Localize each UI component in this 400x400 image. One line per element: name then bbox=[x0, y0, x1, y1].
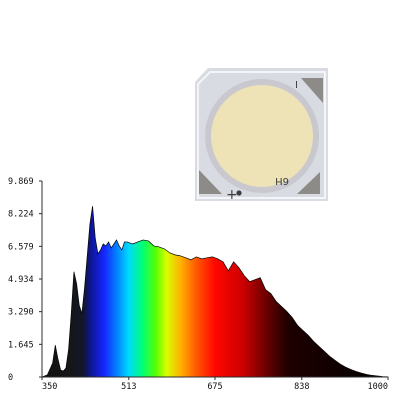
negative-label: I bbox=[295, 80, 298, 91]
x-tick-label: 675 bbox=[207, 382, 222, 392]
y-tick-label: 9.869 bbox=[8, 177, 34, 187]
y-tick-label: 3.290 bbox=[8, 308, 34, 318]
model-label: 6H bbox=[275, 175, 289, 186]
y-ticks-group: 0 1.645 3.290 4.934 6.579 8.224 9.869 bbox=[8, 177, 42, 383]
spectrum-area bbox=[41, 206, 389, 378]
y-tick-label: 1.645 bbox=[8, 340, 34, 350]
y-tick-label: 0 bbox=[8, 373, 13, 383]
y-tick-label: 4.934 bbox=[8, 275, 34, 285]
y-tick-label: 6.579 bbox=[8, 242, 34, 252]
led-substrate-highlight bbox=[197, 71, 326, 199]
cob-led-photo: I + 6H bbox=[195, 68, 328, 203]
phosphor-emitter bbox=[211, 85, 313, 187]
spectrum-chart: 0 1.645 3.290 4.934 6.579 8.224 9.869 350 513 67… bbox=[8, 177, 389, 392]
x-tick-label: 1000 bbox=[368, 382, 388, 392]
negative-pad bbox=[301, 78, 323, 103]
positive-pad bbox=[199, 170, 222, 194]
x-ticks-group: 350 513 675 838 1000 bbox=[41, 377, 389, 392]
spectral-curve-group bbox=[41, 206, 389, 378]
y-tick-label: 8.224 bbox=[8, 210, 34, 220]
x-tick-label: 513 bbox=[121, 382, 136, 392]
model-pad bbox=[297, 172, 320, 194]
x-tick-label: 838 bbox=[294, 382, 309, 392]
orientation-dot bbox=[236, 190, 242, 196]
positive-label: + bbox=[226, 187, 238, 203]
x-tick-label: 350 bbox=[42, 382, 57, 392]
